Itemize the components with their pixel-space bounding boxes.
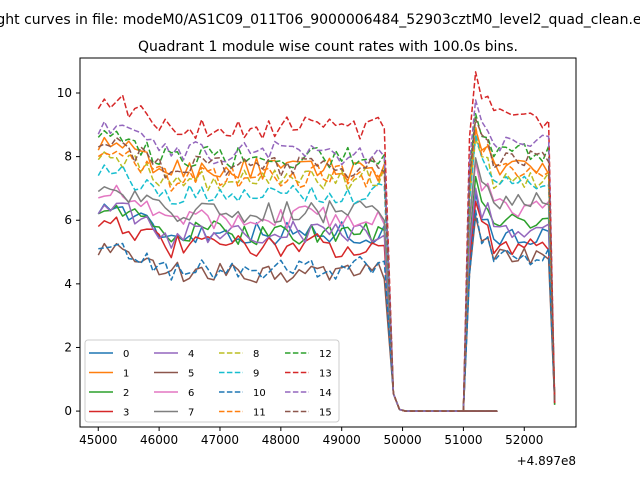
x-tick-label: 50000 [383,433,421,447]
x-offset-label: +4.897e8 [517,454,576,468]
x-tick-label: 45000 [79,433,117,447]
legend-label-15: 15 [319,408,332,419]
x-tick-label: 52000 [505,433,543,447]
axes-frame [79,57,577,428]
x-axis: 45000 46000 47000 48000 49000 50000 51000 52000 [79,427,543,447]
plot-area [97,71,556,412]
series-line-4 [97,187,556,412]
legend-label-8: 8 [253,349,259,360]
series-line-3 [97,200,556,412]
y-tick-label: 2 [64,340,72,354]
x-tick-label: 46000 [140,433,178,447]
series-line-10 [98,209,556,412]
x-tick-label: 47000 [201,433,239,447]
y-tick-label: 0 [64,404,72,418]
x-tick-label: 51000 [444,433,482,447]
series-line-11 [97,126,556,412]
series-line-7 [97,157,556,412]
legend-label-13: 13 [319,369,332,380]
legend-label-12: 12 [319,349,332,360]
x-tick-label: 49000 [323,433,361,447]
series-line-12 [97,113,556,412]
legend-label-14: 14 [319,388,332,399]
series-line-13 [97,71,556,412]
y-tick-label: 8 [64,150,72,164]
legend-label-0: 0 [123,349,129,360]
legend-frame [84,339,340,423]
legend-label-10: 10 [253,388,266,399]
legend-label-7: 7 [188,408,194,419]
y-tick-label: 10 [57,86,72,100]
legend-label-11: 11 [253,408,266,419]
y-tick-label: 4 [64,277,72,291]
legend-label-5: 5 [188,369,194,380]
series-line-14 [97,99,556,412]
figure-suptitle: Light curves in file: modeM0/AS1C09_011T… [0,12,640,28]
y-axis: 0 2 4 6 8 10 [57,86,80,418]
y-tick-label: 6 [64,213,72,227]
series-line-15 [97,117,556,412]
x-tick-label: 48000 [262,433,300,447]
legend-label-2: 2 [123,388,129,399]
legend-label-3: 3 [123,408,129,419]
legend-label-4: 4 [188,349,194,360]
legend-label-1: 1 [123,369,129,380]
chart-title: Quadrant 1 module wise count rates with … [138,39,518,55]
legend-label-9: 9 [253,369,259,380]
series-line-9 [97,133,556,412]
legend-label-6: 6 [188,388,194,399]
